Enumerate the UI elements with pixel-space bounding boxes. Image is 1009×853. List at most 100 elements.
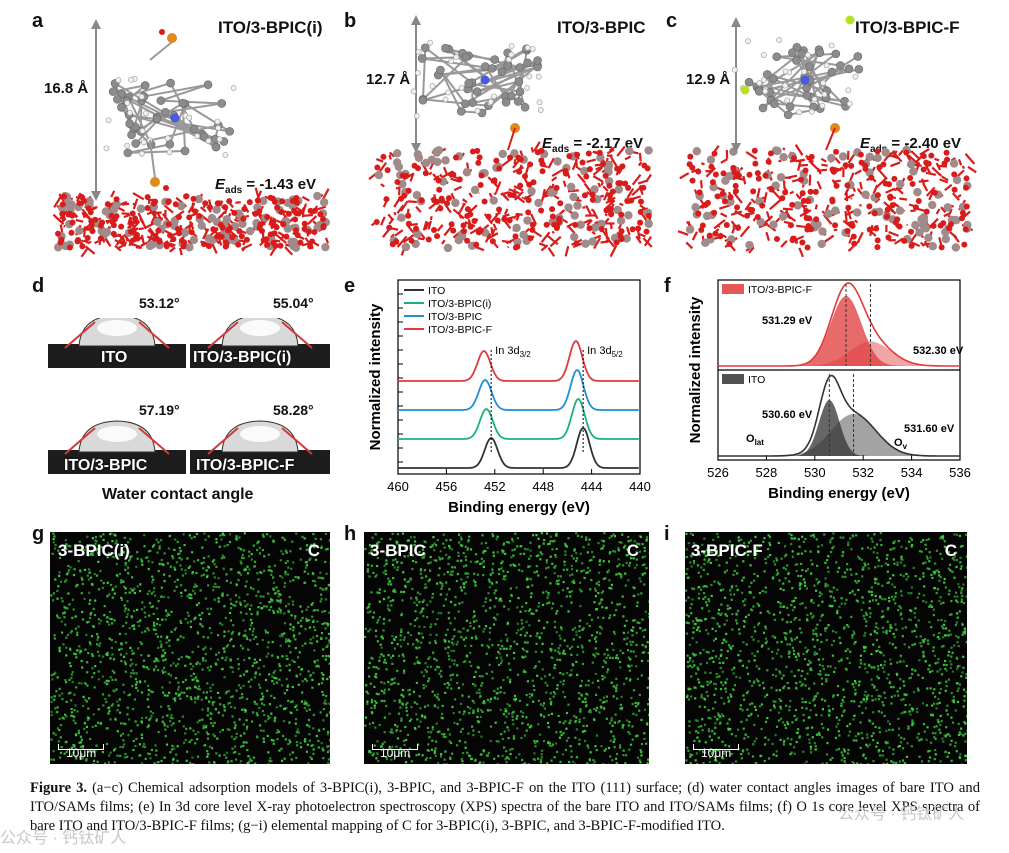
carbon-signal-dot [406,642,409,645]
carbon-signal-dot [168,574,171,578]
carbon-signal-dot [215,541,218,544]
ito-oxygen-atom [283,233,290,240]
ito-bond [549,235,562,248]
carbon-signal-dot [179,619,182,622]
carbon-signal-dot [506,726,509,729]
ito-bond [685,241,694,250]
carbon-signal-dot [255,712,258,715]
carbon-signal-dot [98,545,101,549]
legend-label-e: ITO/3-BPIC [428,311,482,323]
carbon-signal-dot [579,684,583,687]
ito-oxygen-atom [412,225,419,232]
carbon-signal-dot [243,569,246,572]
carbon-signal-dot [611,642,614,645]
ito-bond [606,148,615,155]
carbon-signal-dot [559,637,562,640]
carbon-signal-dot [317,576,320,579]
carbon-signal-dot [368,749,371,752]
carbon-signal-dot [289,711,292,714]
carbon-signal-dot [206,755,209,758]
carbon-signal-dot [70,714,73,717]
carbon-atom [520,102,530,112]
ito-bond [604,213,608,217]
ito-oxygen-atom [97,235,104,242]
carbon-signal-dot [120,581,123,584]
carbon-signal-dot [122,746,125,749]
carbon-signal-dot [562,649,565,652]
carbon-signal-dot [79,741,83,744]
carbon-signal-dot [308,733,311,736]
carbon-signal-dot [461,694,464,697]
carbon-signal-dot [383,688,386,691]
hydrogen-atom [139,127,146,134]
carbon-signal-dot [239,601,242,604]
ito-oxygen-atom [179,237,186,244]
carbon-signal-dot [175,692,178,695]
ito-oxygen-atom [959,209,966,216]
phosphorus-atom-a-top [167,33,177,43]
ito-metal-atom [949,159,959,168]
carbon-signal-dot [233,726,236,729]
carbon-signal-dot [134,678,137,681]
carbon-signal-dot [52,541,55,544]
carbon-signal-dot [60,746,63,749]
carbon-signal-dot [290,700,293,704]
carbon-signal-dot [205,731,208,734]
carbon-signal-dot [168,639,171,642]
ito-oxygen-atom [68,229,75,236]
carbon-signal-dot [127,694,130,697]
carbon-signal-dot [53,695,56,698]
carbon-signal-dot [234,604,237,607]
carbon-signal-dot [410,597,413,600]
carbon-signal-dot [292,629,295,632]
carbon-signal-dot [75,615,78,618]
carbon-signal-dot [53,634,56,637]
carbon-signal-dot [633,594,636,597]
carbon-signal-dot [599,625,602,628]
carbon-signal-dot [205,691,208,694]
carbon-signal-dot [587,710,591,713]
ito-oxygen-atom [525,197,532,204]
carbon-signal-dot [240,562,243,565]
carbon-signal-dot [172,722,175,725]
ito-bond [130,235,136,243]
carbon-signal-dot [429,633,432,636]
carbon-signal-dot [178,546,181,550]
carbon-signal-dot [163,724,166,727]
carbon-signal-dot [305,544,309,547]
carbon-signal-dot [605,717,608,720]
ito-bond [490,213,499,223]
carbon-signal-dot [263,569,266,572]
carbon-signal-dot [639,627,642,630]
ito-bond [795,193,800,199]
carbon-signal-dot [367,563,370,566]
carbon-signal-dot [634,735,637,738]
carbon-signal-dot [594,672,597,675]
carbon-signal-dot [547,741,550,745]
ito-bond [586,158,597,164]
ito-oxygen-atom [84,235,91,242]
carbon-signal-dot [140,608,144,611]
carbon-signal-dot [92,607,95,610]
carbon-signal-dot [99,660,102,664]
carbon-signal-dot [288,721,291,724]
carbon-signal-dot [157,570,160,573]
carbon-signal-dot [603,532,606,535]
carbon-signal-dot [90,552,93,555]
carbon-signal-dot [444,736,447,739]
carbon-signal-dot [632,557,635,560]
carbon-signal-dot [418,625,421,628]
carbon-signal-dot [238,631,241,635]
y-axis-label-e: Normalized intensity [367,303,384,450]
carbon-signal-dot [520,628,523,631]
carbon-signal-dot [305,679,308,682]
ito-bond [551,176,558,182]
carbon-signal-dot [369,610,372,613]
carbon-signal-dot [588,614,591,617]
hydrogen-atom [535,73,542,80]
carbon-signal-dot [301,691,304,694]
ito-oxygen-atom [170,236,177,243]
carbon-signal-dot [74,704,77,707]
carbon-signal-dot [235,535,238,538]
carbon-signal-dot [205,569,208,572]
